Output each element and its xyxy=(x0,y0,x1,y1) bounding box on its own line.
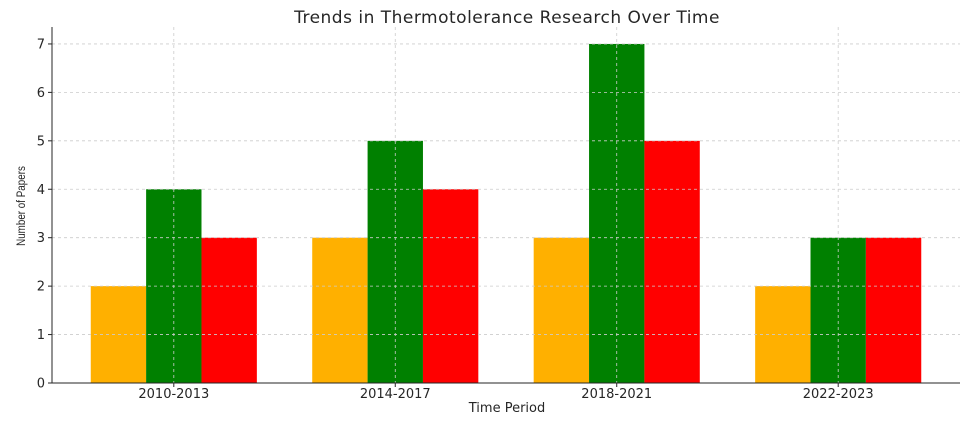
x-tick-label: 2022-2023 xyxy=(803,387,874,402)
y-tick-label: 7 xyxy=(37,37,45,52)
y-tick-label: 0 xyxy=(37,377,45,392)
grid-lines-overlay xyxy=(52,27,960,383)
bar xyxy=(755,286,811,383)
bar xyxy=(865,237,922,383)
y-tick-label: 3 xyxy=(37,231,45,246)
x-tick-label: 2010-2013 xyxy=(138,387,209,402)
bar xyxy=(201,237,257,383)
y-tick-label: 6 xyxy=(37,86,45,101)
y-tick-label: 5 xyxy=(37,134,45,149)
bar xyxy=(533,237,590,383)
x-tick-label: 2018-2021 xyxy=(581,387,652,402)
y-tick-label: 1 xyxy=(37,328,45,343)
y-tick-labels: 0 1 2 3 4 5 6 7 xyxy=(37,37,52,392)
y-axis-label: Number of Papers xyxy=(15,166,28,246)
bar xyxy=(312,237,368,383)
x-axis-label: Time Period xyxy=(468,401,545,416)
y-tick-label: 4 xyxy=(37,183,45,198)
chart-title: Trends in Thermotolerance Research Over … xyxy=(293,8,720,28)
y-tick-label: 2 xyxy=(37,280,45,295)
x-tick-labels: 2010-2013 2014-2017 2018-2021 2022-2023 xyxy=(138,383,874,402)
bars xyxy=(90,43,922,383)
x-tick-label: 2014-2017 xyxy=(360,387,431,402)
axes xyxy=(51,27,960,384)
bar xyxy=(644,140,700,383)
